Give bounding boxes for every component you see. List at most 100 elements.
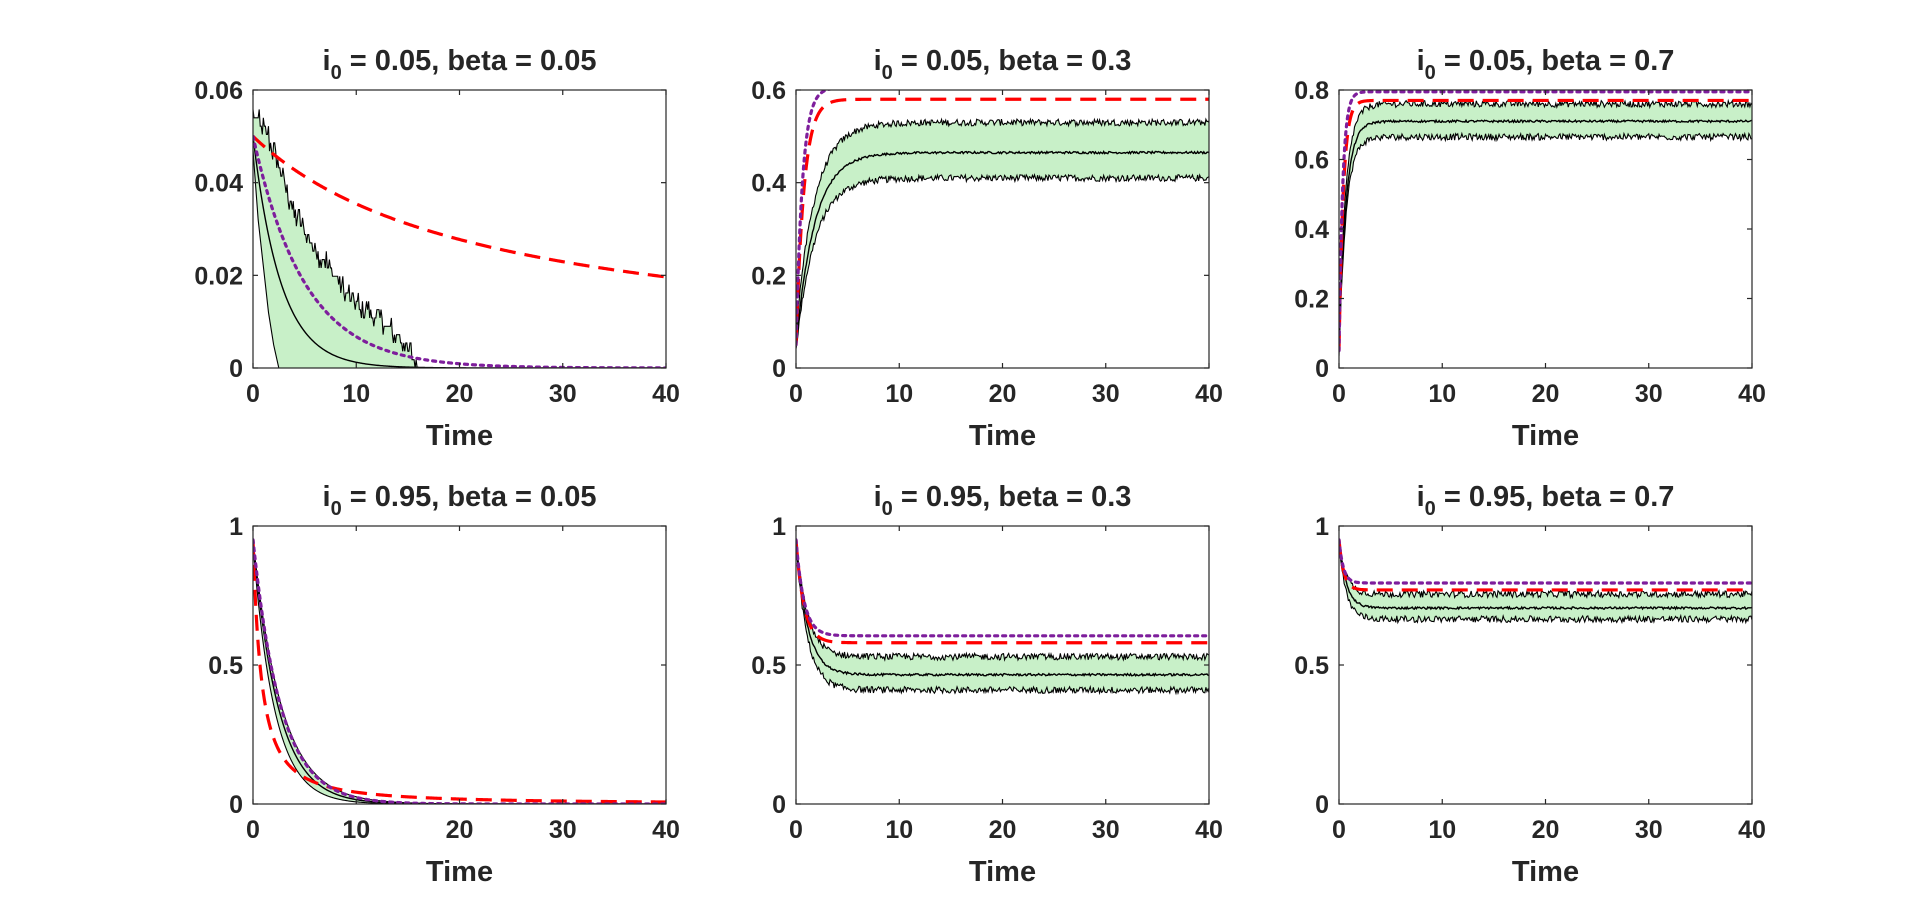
x-tick-label: 30 [1092,816,1120,844]
y-tick-label: 0.4 [1294,216,1329,244]
x-axis-label: Time [969,856,1036,888]
band-upper-line [253,109,666,368]
x-tick-label: 30 [549,380,577,408]
x-tick-label: 0 [789,816,803,844]
panel-title: i0 = 0.95, beta = 0.05 [323,481,597,520]
y-tick-label: 0.5 [208,652,243,680]
panel-2: 0 10 20 30 40 0 0.2 0.4 0.6 Time i0 = 0.05, beta =… [751,45,1223,452]
x-tick-label: 0 [246,380,260,408]
mean-field-line [796,539,1209,645]
band-upper-line [796,538,1209,662]
x-tick-label: 20 [989,816,1017,844]
x-tick-label: 40 [652,380,680,408]
panel-1: 0 10 20 30 40 0 0.02 0.04 0.06 Time i0 = 0.05, bet… [194,45,680,452]
x-tick-label: 20 [1532,816,1560,844]
plot-series [1339,538,1752,625]
mean-field-line [253,135,666,279]
y-tick-label: 0 [1315,355,1329,383]
band-fill [796,119,1209,349]
panel-title: i0 = 0.05, beta = 0.7 [1417,45,1675,84]
y-tick-label: 0 [229,355,243,383]
y-tick-label: 0 [229,791,243,819]
x-axis-label: Time [426,420,493,452]
x-tick-label: 40 [652,816,680,844]
mean-line [796,539,1209,678]
mean-field-line [796,97,1209,345]
mean-field-line [1339,539,1752,592]
band-fill [1339,100,1752,357]
y-tick-label: 0.5 [751,652,786,680]
x-axis-label: Time [426,856,493,888]
y-tick-label: 0.2 [751,262,786,290]
y-tick-label: 0.02 [194,262,243,290]
panel-title: i0 = 0.95, beta = 0.7 [1417,481,1675,520]
pair-approx-line [1339,538,1752,585]
x-tick-label: 30 [1635,816,1663,844]
panel-6: 0 10 20 30 40 0 0.5 1 Time i0 = 0.95, beta = 0.7 [1294,481,1766,888]
x-tick-label: 10 [885,380,913,408]
band-lower-line [796,548,1209,696]
panel-title: i0 = 0.05, beta = 0.3 [874,45,1132,84]
panel-3: 0 10 20 30 40 0 0.2 0.4 0.6 0.8 Time i0 = 0.05, bet… [1294,45,1766,452]
band-upper-line [1339,98,1752,341]
pair-approx-line [796,538,1209,638]
band-upper-line [1339,539,1752,600]
panel-title: i0 = 0.95, beta = 0.3 [874,481,1132,520]
x-tick-label: 40 [1738,380,1766,408]
x-tick-label: 40 [1195,380,1223,408]
mean-line [1339,539,1752,611]
mean-line [796,150,1209,345]
panel-4: 0 10 20 30 40 0 0.5 1 Time i0 = 0.95, beta = 0.05 [208,481,680,888]
band-lower-line [796,172,1209,349]
band-upper-line [796,117,1209,335]
y-tick-label: 0 [1315,791,1329,819]
y-tick-label: 0.06 [194,77,243,105]
band-fill [1339,539,1752,623]
y-tick-label: 1 [229,513,243,541]
y-tick-label: 1 [772,513,786,541]
x-tick-label: 40 [1738,816,1766,844]
x-tick-label: 10 [342,380,370,408]
plot-series [796,538,1209,696]
y-tick-label: 0.4 [751,170,786,198]
plot-series [796,90,1209,349]
x-tick-label: 30 [1092,380,1120,408]
x-tick-label: 0 [789,380,803,408]
x-tick-label: 10 [885,816,913,844]
x-axis-label: Time [1512,420,1579,452]
band-fill [796,538,1209,694]
band-lower-line [1339,548,1752,625]
x-tick-label: 0 [1332,380,1346,408]
x-axis-label: Time [969,420,1036,452]
mean-field-line [1339,98,1752,351]
x-tick-label: 10 [1428,816,1456,844]
y-tick-label: 1 [1315,513,1329,541]
y-tick-label: 0.5 [1294,652,1329,680]
y-tick-label: 0.8 [1294,77,1329,105]
x-axis-label: Time [1512,856,1579,888]
x-tick-label: 20 [989,380,1017,408]
x-tick-label: 10 [342,816,370,844]
y-tick-label: 0.04 [194,170,243,198]
panel-5: 0 10 20 30 40 0 0.5 1 Time i0 = 0.95, beta = 0.3 [751,481,1223,888]
x-tick-label: 20 [1532,380,1560,408]
plot-area [1339,526,1752,804]
y-tick-label: 0 [772,355,786,383]
plot-area [253,526,666,804]
x-tick-label: 40 [1195,816,1223,844]
panel-title: i0 = 0.05, beta = 0.05 [323,45,597,84]
band-lower-line [1339,131,1752,357]
x-tick-label: 10 [1428,380,1456,408]
x-tick-label: 0 [246,816,260,844]
x-tick-label: 30 [1635,380,1663,408]
x-tick-label: 30 [549,816,577,844]
y-tick-label: 0.6 [751,77,786,105]
x-tick-label: 20 [446,816,474,844]
y-tick-label: 0.2 [1294,286,1329,314]
y-tick-label: 0.6 [1294,147,1329,175]
x-tick-label: 20 [446,380,474,408]
x-tick-label: 0 [1332,816,1346,844]
y-tick-label: 0 [772,791,786,819]
